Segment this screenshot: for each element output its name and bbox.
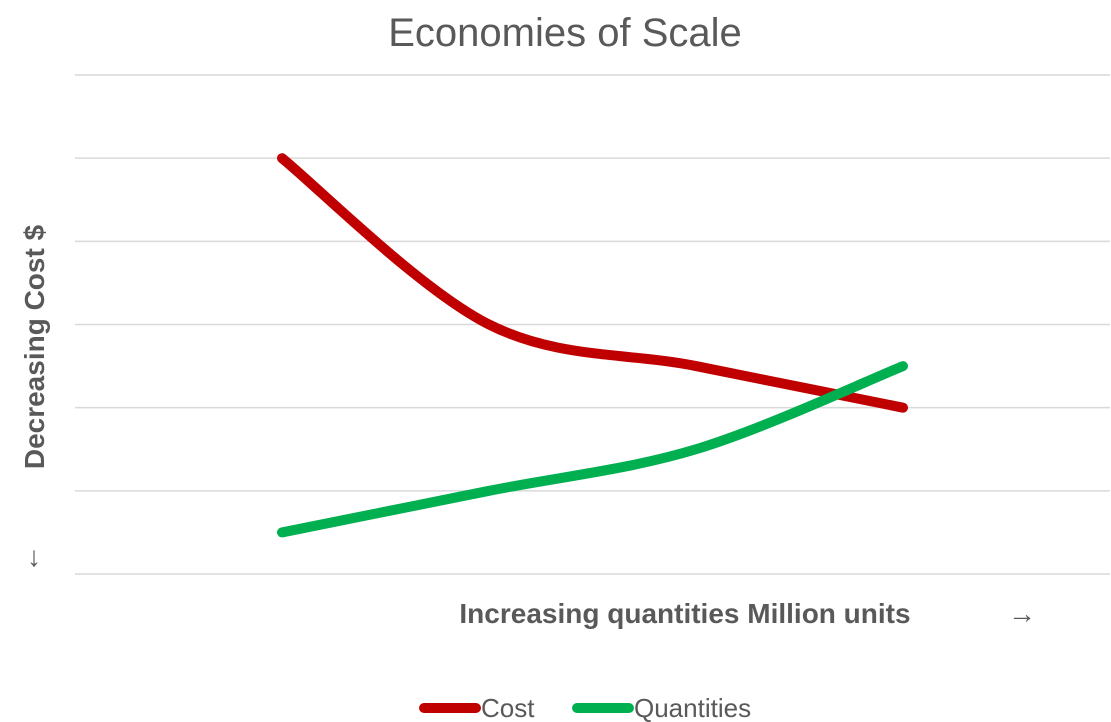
legend-label-quantities: Quantities bbox=[634, 693, 751, 722]
series-layer bbox=[277, 153, 908, 538]
y-axis-arrow: ↓ bbox=[27, 541, 41, 572]
y-axis-label: Decreasing Cost $ bbox=[19, 224, 50, 469]
legend: Cost Quantities bbox=[419, 693, 751, 722]
series-line-cost bbox=[277, 153, 908, 413]
chart-title: Economies of Scale bbox=[388, 11, 742, 55]
series-line-quantities bbox=[277, 361, 908, 538]
legend-label-cost: Cost bbox=[481, 693, 535, 722]
gridlines bbox=[75, 74, 1110, 575]
x-axis-label: Increasing quantities Million units bbox=[459, 598, 910, 629]
x-axis-arrow: → bbox=[1008, 598, 1036, 629]
